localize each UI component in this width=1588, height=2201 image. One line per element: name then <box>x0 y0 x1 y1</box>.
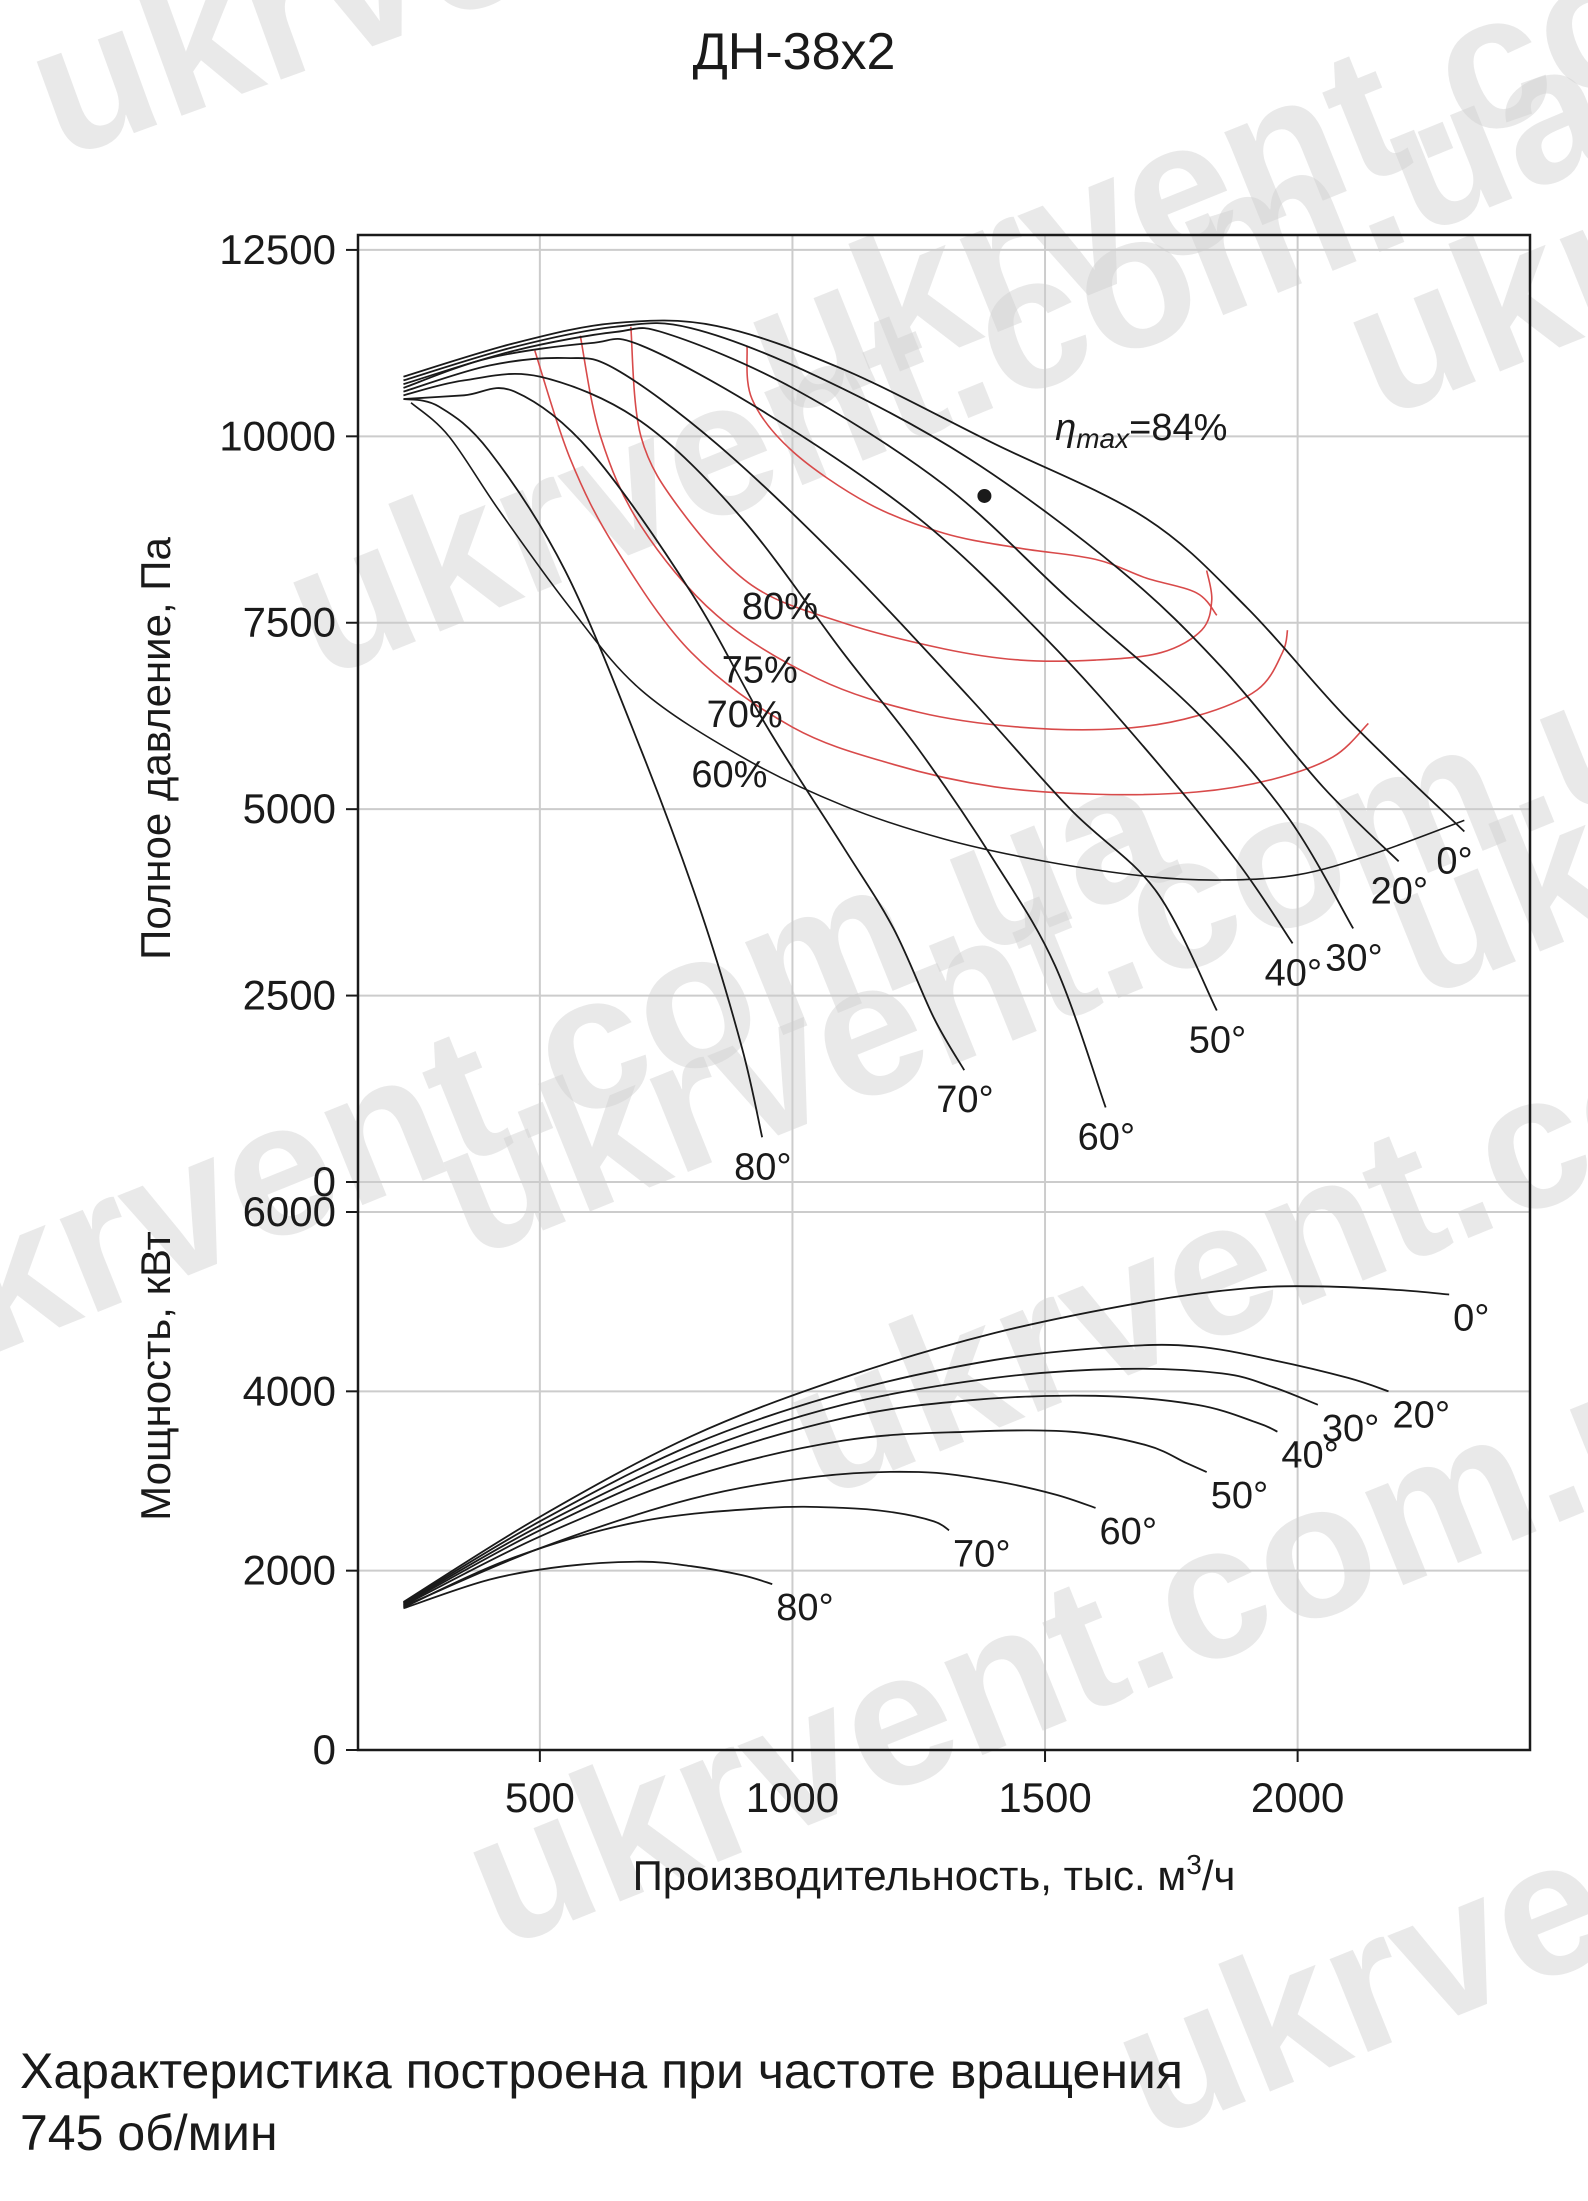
power-curve-label: 80° <box>776 1587 833 1629</box>
y-tick-label-power: 0 <box>313 1726 336 1773</box>
pressure-curve <box>403 373 1107 1108</box>
pressure-curve-label: 60° <box>1078 1116 1135 1158</box>
pressure-curve <box>403 319 1465 833</box>
footer-line-2: 745 об/мин <box>20 2105 278 2161</box>
x-axis-label: Производительность, тыс. м3/ч <box>633 1849 1236 1899</box>
performance-curves <box>402 319 1465 1610</box>
y-tick-label-power: 6000 <box>243 1188 336 1235</box>
y-tick-label-power: 4000 <box>243 1367 336 1414</box>
efficiency-curve <box>534 350 1369 796</box>
labels-layer: 0°20°30°40°50°60°70°80°0°20°30°40°50°60°… <box>691 407 1489 1629</box>
pressure-curve-label: 0° <box>1436 841 1472 883</box>
footer-line-1: Характеристика построена при частоте вра… <box>20 2043 1183 2099</box>
efficiency-curve <box>746 346 1218 616</box>
y-tick-label-pressure: 7500 <box>243 599 336 646</box>
y-axis-label-pressure: Полное давление, Па <box>132 537 179 960</box>
y-axis-label-power: Мощность, кВт <box>132 1231 179 1521</box>
power-curve-label: 40° <box>1281 1435 1338 1477</box>
y-tick-label-pressure: 12500 <box>219 226 336 273</box>
power-curve <box>403 1429 1208 1607</box>
pressure-curve <box>403 357 1218 1011</box>
power-curve-label: 0° <box>1453 1297 1489 1339</box>
efficiency-label: 75% <box>722 649 798 691</box>
y-tick-label-pressure: 10000 <box>219 412 336 459</box>
power-curve-label: 30° <box>1322 1408 1379 1450</box>
efficiency-curves <box>410 326 1465 881</box>
power-curve <box>403 1505 950 1609</box>
pressure-curve-label: 50° <box>1189 1019 1246 1061</box>
power-curve <box>403 1394 1278 1606</box>
power-curve-label: 70° <box>953 1533 1010 1575</box>
pressure-curve-label: 40° <box>1265 952 1322 994</box>
y-tick-label-pressure: 5000 <box>243 785 336 832</box>
max-efficiency-point <box>977 488 992 503</box>
x-tick-label: 500 <box>505 1774 575 1821</box>
y-tick-label-power: 2000 <box>243 1547 336 1594</box>
pressure-curve-label: 30° <box>1325 937 1382 979</box>
y-tick-label-pressure: 0 <box>313 1158 336 1205</box>
pressure-curve <box>403 387 965 1071</box>
x-tick-label: 1000 <box>746 1774 839 1821</box>
plot-frame <box>356 233 1532 1752</box>
efficiency-curve <box>410 402 1465 881</box>
pressure-curve <box>403 337 1294 944</box>
chart-title: ДН-38х2 <box>692 23 896 81</box>
pressure-curve-label: 20° <box>1371 870 1428 912</box>
pressure-curve-label: 80° <box>734 1146 791 1188</box>
power-curve <box>403 1560 773 1610</box>
pressure-curve <box>403 322 1400 863</box>
power-curve-label: 20° <box>1393 1394 1450 1436</box>
pressure-curve <box>403 327 1354 929</box>
pressure-curve <box>403 398 764 1138</box>
footer-note: Характеристика построена при частоте вра… <box>20 2040 1520 2164</box>
grid-layer <box>358 235 1530 1751</box>
x-tick-label: 2000 <box>1251 1774 1344 1821</box>
efficiency-label: 60% <box>691 754 767 796</box>
power-curve <box>403 1343 1389 1604</box>
power-curve <box>402 1285 1450 1603</box>
pressure-curve-label: 70° <box>936 1079 993 1121</box>
efficiency-label: 70% <box>707 694 783 736</box>
efficiency-curve <box>579 335 1289 731</box>
efficiency-curve <box>629 326 1213 663</box>
power-curve-label: 50° <box>1211 1475 1268 1517</box>
max-efficiency-label: ηmax=84% <box>1055 407 1227 454</box>
efficiency-label: 80% <box>742 586 818 628</box>
x-tick-label: 1500 <box>998 1774 1091 1821</box>
axes-layer: 0 2500 5000 7500 10000 12500 0 2000 4000 6000 500 1… <box>132 226 1532 1899</box>
power-curve <box>403 1367 1319 1605</box>
y-tick-label-pressure: 2500 <box>243 972 336 1019</box>
power-curve-label: 60° <box>1100 1511 1157 1553</box>
